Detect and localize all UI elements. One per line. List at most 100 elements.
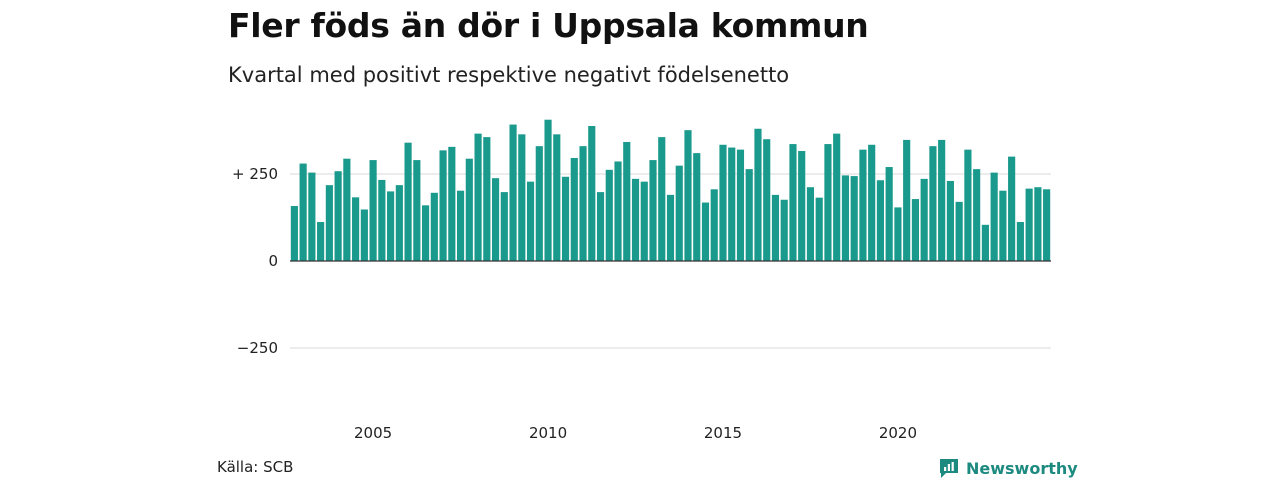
bar: [570, 157, 578, 261]
bar: [701, 202, 710, 261]
newsworthy-logo-icon: [940, 459, 958, 478]
bar: [850, 176, 858, 261]
bar: [509, 124, 517, 261]
bar: [325, 185, 333, 261]
bar: [439, 150, 447, 261]
bar: [833, 133, 841, 261]
bar: [1025, 188, 1033, 261]
bar: [999, 190, 1007, 261]
bar: [841, 175, 850, 261]
bar: [973, 169, 981, 261]
chart-title: Fler föds än dör i Uppsala kommun: [228, 6, 869, 45]
bar: [920, 178, 928, 261]
bar: [352, 197, 360, 261]
bar: [640, 181, 648, 261]
bar: [404, 142, 412, 261]
bar: [771, 194, 780, 261]
bar: [465, 158, 473, 261]
bar: [422, 205, 430, 261]
bar: [990, 172, 998, 261]
bar: [763, 139, 771, 261]
y-tick-label: −250: [237, 339, 278, 357]
chart-subtitle: Kvartal med positivt respektive negativt…: [228, 63, 790, 87]
bar: [658, 137, 666, 261]
bar: [561, 176, 570, 261]
bar: [448, 146, 456, 261]
bar: [710, 189, 718, 261]
bar: [483, 137, 491, 261]
bar: [675, 165, 683, 261]
bar: [631, 178, 640, 261]
bar: [876, 180, 885, 261]
bar: [798, 151, 806, 261]
bar: [938, 139, 946, 261]
bar: [395, 185, 403, 261]
x-tick-label: 2015: [704, 424, 742, 442]
bar: [588, 125, 596, 261]
bar: [596, 192, 605, 261]
bar: [745, 169, 753, 261]
bar: [387, 191, 395, 261]
bar: [894, 207, 902, 261]
bar: [754, 128, 762, 261]
bar: [903, 139, 911, 261]
source-note: Källa: SCB: [217, 458, 294, 476]
bar: [824, 144, 832, 261]
bar: [308, 172, 316, 261]
bar: [666, 194, 675, 261]
bar: [1043, 189, 1051, 261]
bar: [684, 130, 692, 261]
bar: [535, 146, 543, 261]
bar: [1034, 187, 1042, 261]
bar: [579, 146, 587, 261]
bar: [369, 160, 377, 261]
bar: [623, 141, 631, 261]
bar: [929, 146, 937, 261]
bar: [457, 190, 465, 261]
x-tick-label: 2010: [529, 424, 567, 442]
bar: [693, 153, 701, 261]
bar: [334, 171, 342, 261]
bar: [299, 163, 307, 261]
y-tick-label: + 250: [232, 165, 278, 183]
bar: [859, 149, 867, 261]
bar: [964, 149, 972, 261]
bar: [736, 149, 745, 261]
bar: [491, 178, 500, 261]
y-tick-label: 0: [268, 252, 278, 270]
x-tick-label: 2020: [879, 424, 917, 442]
bar: [955, 201, 963, 261]
bar: [413, 160, 421, 261]
bar: [378, 179, 386, 261]
bar: [649, 160, 657, 261]
bar: [343, 158, 351, 261]
bar: [430, 192, 438, 261]
brand-logo: Newsworthy: [938, 456, 1078, 480]
bar: [614, 161, 622, 261]
bar: [885, 167, 893, 261]
bar: [815, 197, 823, 261]
x-tick-label: 2005: [354, 424, 392, 442]
bar: [544, 119, 552, 262]
bar: [526, 181, 535, 261]
bar: [1008, 156, 1016, 261]
bar: [911, 199, 919, 261]
bar: [518, 134, 526, 261]
bar: [1016, 222, 1024, 261]
bar: [474, 133, 482, 261]
bar: [553, 134, 561, 261]
bar: [780, 199, 788, 261]
bar: [360, 209, 368, 261]
bar: [728, 147, 736, 261]
bar: [605, 169, 613, 261]
bar: [806, 187, 815, 261]
bar: [868, 144, 876, 261]
brand-name: Newsworthy: [966, 458, 1078, 478]
bar: [500, 192, 508, 261]
bar: [317, 222, 325, 261]
bar: [719, 144, 727, 261]
bar: [789, 144, 797, 261]
bar: [946, 180, 954, 261]
bar: [290, 206, 298, 261]
